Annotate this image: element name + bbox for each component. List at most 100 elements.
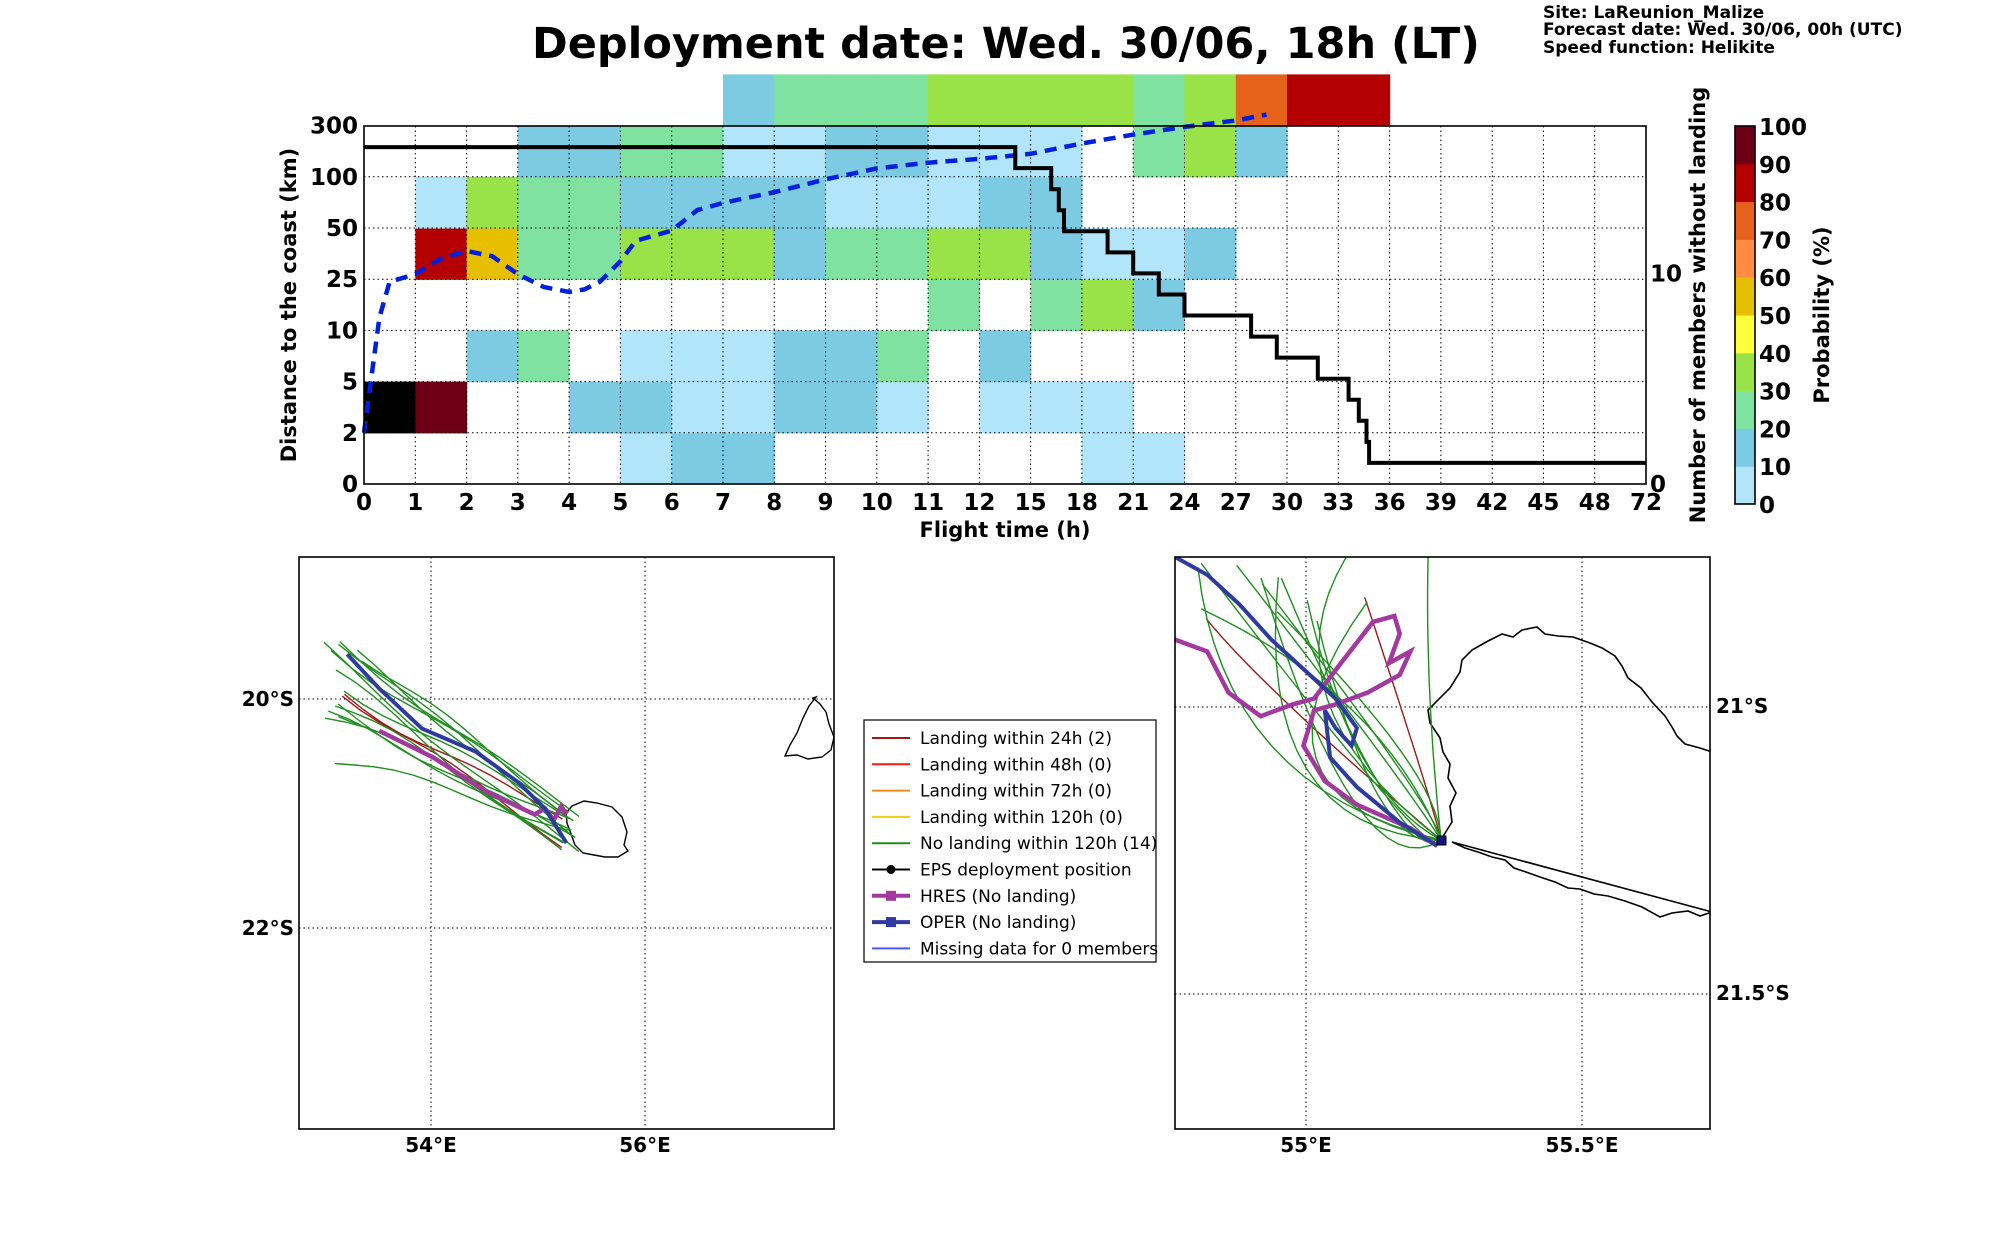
map2-x-tick-0: 55°E	[1280, 1133, 1332, 1157]
heatmap-cell	[774, 125, 827, 178]
heatmap-cell	[774, 176, 827, 229]
y-tick-label: 0	[342, 472, 358, 498]
heatmap-cell	[415, 381, 468, 434]
ensemble-trajectory	[1306, 600, 1442, 841]
heatmap-cell	[928, 279, 980, 331]
heatmap-cell	[1235, 125, 1288, 178]
heatmap-grid	[364, 126, 1646, 484]
colorbar-tick-label: 10	[1759, 455, 1791, 481]
map1-x-tick-0: 54°E	[405, 1133, 457, 1157]
site-label: Site: LaReunion_Malize	[1543, 3, 1764, 23]
x-axis-label: Flight time (h)	[920, 518, 1091, 542]
ensemble-trajectory	[1316, 620, 1442, 842]
heatmap-cell	[1133, 74, 1186, 127]
trajectory-legend: Landing within 24h (2) Landing within 48h…	[863, 719, 1158, 963]
colorbar-frame	[1734, 125, 1756, 505]
heatmap-cell	[774, 381, 827, 434]
heatmap-cell	[466, 176, 519, 229]
y-tick-label: 5	[342, 370, 358, 396]
heatmap-cell	[620, 330, 673, 383]
map2-ensemble-trajectories	[1197, 557, 1442, 849]
legend-label: OPER (No landing)	[920, 913, 1076, 933]
heatmap-cell	[928, 125, 980, 178]
y-axis-label: Distance to the coast (km)	[277, 148, 301, 463]
colorbar-segment	[1735, 277, 1755, 316]
x-tick-label: 0	[356, 490, 372, 516]
y-tick-label: 50	[326, 216, 358, 242]
heatmap-cell	[1133, 228, 1186, 280]
legend-marker	[886, 917, 896, 928]
colorbar-segment	[1735, 466, 1755, 505]
heatmap-cell	[620, 176, 673, 229]
legend-label: Landing within 120h (0)	[920, 808, 1123, 828]
map2-y-tick-1: 21.5°S	[1716, 981, 1790, 1005]
speed-function-label: Speed function: Helikite	[1543, 38, 1775, 58]
x-tick-label: 24	[1168, 490, 1200, 516]
legend-label: No landing within 120h (14)	[920, 834, 1157, 854]
forecast-date-label: Forecast date: Wed. 30/06, 00h (UTC)	[1543, 20, 1902, 40]
heatmap-cell	[876, 176, 929, 229]
mean-distance-curve	[361, 112, 1267, 434]
ensemble-trajectory	[1364, 597, 1442, 841]
x-tick-label: 45	[1527, 490, 1559, 516]
heatmap-cell	[1030, 176, 1083, 229]
x-tick-label: 21	[1117, 490, 1149, 516]
heatmap-cell	[415, 176, 468, 229]
ensemble-trajectory	[1236, 564, 1442, 841]
heatmap-cell	[1081, 279, 1134, 331]
heatmap-cell	[671, 125, 724, 178]
colorbar: 0 10 20 30 40 50 60 70 80 90 100 Probability (%)	[1734, 115, 1834, 519]
x-tick-label: 42	[1476, 490, 1508, 516]
colorbar-tick-label: 60	[1759, 266, 1791, 292]
x-tick-label: 7	[715, 490, 731, 516]
regional-trajectory-map: 54°E 56°E 20°S 22°S	[242, 556, 835, 1157]
heatmap-cell	[723, 330, 775, 383]
heatmap-cell	[876, 381, 929, 434]
y2-tick-labels: 0 10	[1650, 261, 1682, 498]
heatmap-cell	[774, 74, 827, 127]
x-tick-label: 1	[407, 490, 423, 516]
heatmap-cell	[517, 176, 570, 229]
ensemble-trajectory	[1197, 567, 1442, 841]
heatmap-cell	[876, 228, 929, 280]
heatmap-cell	[825, 381, 878, 434]
heatmap-cell	[569, 176, 621, 229]
colorbar-tick-labels: 0 10 20 30 40 50 60 70 80 90 100	[1759, 115, 1807, 519]
colorbar-tick-label: 90	[1759, 153, 1791, 179]
heatmap-cell	[979, 74, 1032, 127]
heatmap-cell	[723, 228, 775, 280]
x-tick-label: 5	[612, 490, 628, 516]
x-tick-label: 39	[1425, 490, 1457, 516]
colorbar-tick-label: 100	[1759, 115, 1807, 141]
colorbar-label: Probability (%)	[1810, 226, 1834, 403]
heatmap-cell	[620, 381, 673, 434]
heatmap-cell	[364, 381, 416, 434]
map2-y-tick-0: 21°S	[1716, 694, 1768, 718]
x-tick-label: 30	[1271, 490, 1303, 516]
heatmap-cell	[569, 381, 621, 434]
heatmap-cell	[723, 381, 775, 434]
colorbar-segment	[1735, 428, 1755, 467]
y-tick-label: 10	[326, 318, 358, 344]
zoomed-trajectory-map: 55°E 55.5°E 21°S 21.5°S	[1174, 556, 1790, 1157]
heatmap-cell	[774, 330, 827, 383]
heatmap-cells	[364, 74, 1391, 485]
map1-oper-trajectory	[345, 652, 569, 845]
heatmap-cell	[517, 125, 570, 178]
legend-items: Landing within 24h (2) Landing within 48h…	[872, 729, 1158, 959]
ensemble-trajectory	[323, 641, 580, 853]
y-tick-label: 100	[310, 165, 358, 191]
colorbar-tick-label: 20	[1759, 417, 1791, 443]
map1-frame	[298, 556, 835, 1130]
heatmap-cell	[723, 74, 775, 127]
map2-frame	[1174, 556, 1711, 1130]
heatmap-cell	[671, 228, 724, 280]
heatmap-cell	[1338, 74, 1391, 127]
legend-label: EPS deployment position	[920, 861, 1132, 881]
heatmap-cell	[620, 125, 673, 178]
heatmap-frame	[363, 125, 1647, 485]
heatmap-cell	[979, 176, 1032, 229]
legend-label: Landing within 24h (2)	[920, 729, 1112, 749]
